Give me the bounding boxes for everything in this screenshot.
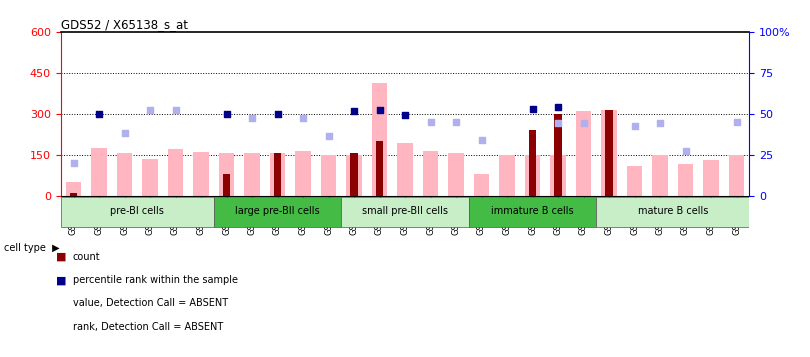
Bar <box>117 154 132 196</box>
Text: value, Detection Call = ABSENT: value, Detection Call = ABSENT <box>73 298 228 308</box>
Point <box>577 121 590 126</box>
Bar <box>245 154 260 196</box>
Bar <box>596 197 749 227</box>
Bar <box>576 111 591 196</box>
Point <box>92 111 105 117</box>
Bar <box>474 174 489 196</box>
Bar <box>70 193 77 196</box>
Point <box>450 119 463 125</box>
Point <box>296 115 309 121</box>
Bar <box>219 154 234 196</box>
Bar <box>550 155 565 196</box>
Point <box>271 111 284 117</box>
Point <box>245 115 258 121</box>
Text: rank, Detection Call = ABSENT: rank, Detection Call = ABSENT <box>73 322 223 332</box>
Point <box>424 119 437 125</box>
Point <box>679 148 692 154</box>
Bar <box>194 152 209 196</box>
Bar <box>449 154 463 196</box>
Bar <box>729 155 744 196</box>
Point <box>118 130 131 136</box>
Point <box>220 111 233 117</box>
Bar <box>605 110 613 196</box>
Point <box>654 121 667 126</box>
Bar <box>678 164 693 196</box>
Point <box>347 109 360 114</box>
Point <box>67 160 80 166</box>
Text: ■: ■ <box>56 252 66 262</box>
Text: ■: ■ <box>56 275 66 285</box>
Bar <box>341 197 469 227</box>
Bar <box>350 154 358 196</box>
Bar <box>372 82 387 196</box>
Point <box>322 133 335 139</box>
Bar <box>529 130 536 196</box>
Bar <box>398 142 412 196</box>
Point <box>552 121 565 126</box>
Bar <box>92 148 107 196</box>
Bar <box>601 110 616 196</box>
Bar <box>270 154 285 196</box>
Bar <box>652 155 667 196</box>
Point <box>143 107 156 113</box>
Text: large pre-BII cells: large pre-BII cells <box>235 206 320 216</box>
Text: small pre-BII cells: small pre-BII cells <box>362 206 448 216</box>
Text: count: count <box>73 252 100 262</box>
Text: percentile rank within the sample: percentile rank within the sample <box>73 275 238 285</box>
Bar <box>321 155 336 196</box>
Bar <box>274 154 281 196</box>
Bar <box>525 155 540 196</box>
Bar <box>376 141 383 196</box>
Bar <box>168 149 183 196</box>
Bar <box>469 197 596 227</box>
Bar <box>143 159 158 196</box>
Point <box>399 112 411 118</box>
Point <box>475 137 488 143</box>
Point <box>552 104 565 110</box>
Bar <box>214 197 341 227</box>
Bar <box>347 155 361 196</box>
Point <box>169 107 182 113</box>
Bar <box>554 114 562 196</box>
Text: GDS52 / X65138_s_at: GDS52 / X65138_s_at <box>61 18 188 31</box>
Bar <box>296 151 311 196</box>
Bar <box>423 151 438 196</box>
Point <box>526 106 539 112</box>
Bar <box>703 160 718 196</box>
Bar <box>61 197 214 227</box>
Text: pre-BI cells: pre-BI cells <box>110 206 164 216</box>
Text: cell type  ▶: cell type ▶ <box>4 243 60 253</box>
Bar <box>66 182 81 196</box>
Bar <box>223 174 230 196</box>
Point <box>628 124 641 129</box>
Text: immature B cells: immature B cells <box>491 206 573 216</box>
Point <box>730 119 743 125</box>
Point <box>373 107 386 113</box>
Bar <box>499 155 514 196</box>
Text: mature B cells: mature B cells <box>637 206 708 216</box>
Bar <box>627 166 642 196</box>
